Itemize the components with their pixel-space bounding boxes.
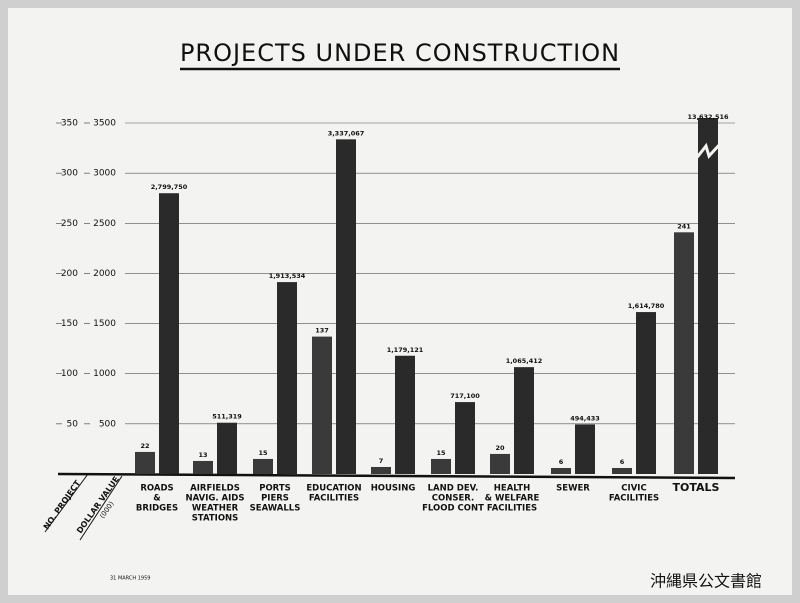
- bar: [455, 402, 475, 474]
- x-tick-label: WEATHER: [192, 504, 239, 514]
- data-label: 494,433: [570, 414, 600, 422]
- y-tick-label: 200: [61, 269, 78, 279]
- y2-tick-label: 1500: [93, 319, 116, 329]
- x-tick-label: TOTALS: [673, 481, 720, 494]
- bar: [217, 422, 237, 474]
- y-tick-label: 350: [61, 119, 78, 129]
- bar: [698, 118, 718, 474]
- bar: [193, 460, 213, 474]
- data-label: 6: [620, 458, 625, 466]
- y-tick-label: 50: [67, 419, 79, 429]
- axis-break: [693, 141, 723, 161]
- plot-area: [135, 118, 718, 475]
- data-label: 1,614,780: [628, 302, 665, 310]
- x-tick-label: STATIONS: [192, 514, 239, 524]
- data-label: 511,319: [212, 413, 242, 421]
- watermark: 沖縄県公文書館: [650, 572, 762, 591]
- bar: [135, 451, 155, 474]
- x-tick-label: CONSER.: [432, 494, 474, 504]
- bar: [575, 424, 595, 474]
- x-tick-label: FACILITIES: [609, 494, 659, 504]
- y2-tick-label: 2000: [93, 269, 116, 279]
- x-tick-label: FLOOD CONT: [422, 504, 484, 514]
- x-tick-label: &: [153, 494, 161, 504]
- x-tick-label: HOUSING: [371, 484, 416, 494]
- x-tick-label: BRIDGES: [136, 504, 178, 514]
- bar: [431, 458, 451, 474]
- bar: [612, 467, 632, 474]
- x-tick-label: NAVIG. AIDS: [186, 494, 245, 504]
- bar: [371, 466, 391, 474]
- bar: [514, 367, 534, 474]
- x-tick-label: PIERS: [261, 494, 289, 504]
- data-label: 137: [315, 327, 329, 335]
- data-label: 241: [677, 222, 691, 230]
- bar: [277, 282, 297, 474]
- x-tick-label: SEWER: [556, 484, 590, 494]
- data-label: 15: [258, 449, 268, 457]
- axis-label-divider: [44, 473, 89, 533]
- bar: [336, 139, 356, 475]
- x-tick-label: HEALTH: [494, 484, 530, 494]
- bar: [159, 193, 179, 474]
- x-tick-label: FACILITIES: [487, 504, 537, 514]
- x-tick-label: EDUCATION: [306, 484, 361, 494]
- x-tick-label: & WELFARE: [485, 494, 540, 504]
- data-label: 1,065,412: [506, 357, 543, 365]
- data-label: 13: [198, 451, 207, 459]
- y-tick-label: 150: [61, 319, 78, 329]
- data-label: 6: [559, 458, 564, 466]
- date-note: 31 MARCH 1959: [110, 576, 150, 582]
- y2-tick-label: 2500: [93, 219, 116, 229]
- bar: [674, 232, 694, 474]
- bar: [312, 336, 332, 474]
- y-tick-label: 300: [61, 169, 78, 179]
- bar: [490, 453, 510, 474]
- y-tick-label: 250: [61, 219, 78, 229]
- x-tick-label: LAND DEV.: [428, 484, 479, 494]
- baseline: [57, 472, 736, 480]
- x-tick-label: CIVIC: [621, 484, 646, 494]
- bar: [395, 355, 415, 474]
- y2-tick-label: 3000: [93, 169, 116, 179]
- y2-tick-label: 500: [99, 419, 116, 429]
- axis-label-divider: [79, 475, 123, 541]
- data-label: 2,799,750: [151, 183, 188, 191]
- chart-title: PROJECTS UNDER CONSTRUCTION: [180, 39, 620, 67]
- data-label: 20: [495, 444, 505, 452]
- y-tick-label: 100: [61, 369, 78, 379]
- bar: [551, 467, 571, 474]
- data-label: 1,179,121: [387, 346, 424, 354]
- data-label: 1,913,534: [269, 272, 306, 280]
- paper: [8, 8, 792, 595]
- x-tick-label: SEAWALLS: [250, 504, 301, 514]
- x-tick-label: ROADS: [140, 484, 173, 494]
- y2-tick-label: 1000: [93, 369, 116, 379]
- data-label: 22: [140, 442, 149, 450]
- data-label: 3,337,067: [328, 129, 365, 137]
- bar: [636, 312, 656, 474]
- data-label: 717,100: [450, 392, 480, 400]
- bar: [253, 458, 273, 474]
- y2-tick-label: 3500: [93, 119, 116, 129]
- x-tick-label: PORTS: [259, 484, 291, 494]
- x-tick-label: AIRFIELDS: [190, 484, 240, 494]
- x-tick-label: FACILITIES: [309, 494, 359, 504]
- data-label: 13,632,516: [687, 113, 729, 121]
- data-label: 7: [379, 457, 384, 465]
- data-label: 15: [436, 449, 446, 457]
